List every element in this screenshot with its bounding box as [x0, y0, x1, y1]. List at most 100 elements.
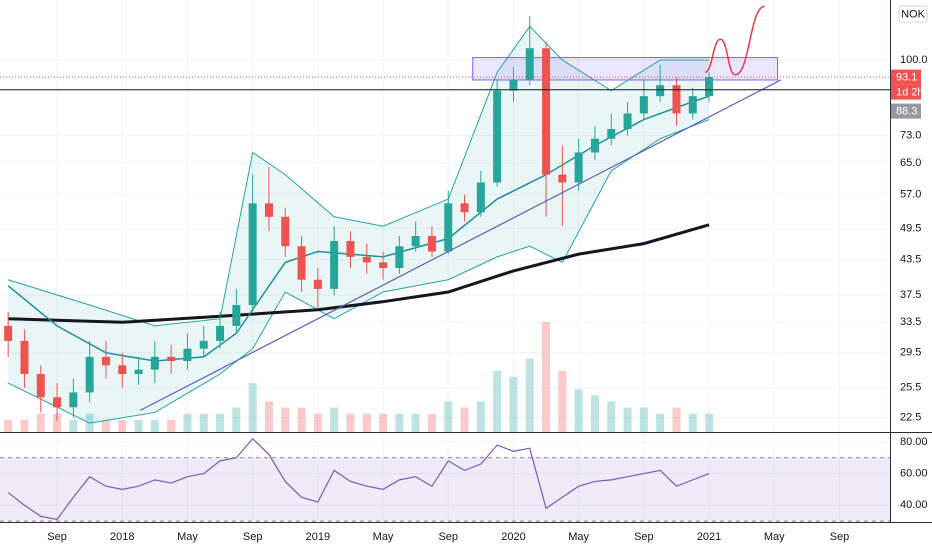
- volume-bar: [297, 407, 306, 432]
- volume-bar: [558, 370, 567, 432]
- candle-body: [216, 325, 225, 341]
- volume-bar: [199, 413, 208, 432]
- candle-body: [542, 48, 551, 175]
- x-tick-label: Sep: [243, 531, 263, 543]
- x-tick-label: Sep: [47, 531, 67, 543]
- y-tick-label: 22.5: [900, 412, 921, 424]
- volume-bar: [656, 413, 665, 432]
- volume-bar: [672, 407, 681, 432]
- moving-average: [8, 223, 710, 324]
- candle-body: [346, 241, 355, 257]
- volume-bar: [395, 413, 404, 432]
- last-price-label-box: [891, 69, 921, 85]
- y-tick-label: 65.0: [900, 157, 921, 169]
- rsi-pane: [0, 433, 890, 522]
- band-line: [7, 119, 710, 424]
- x-tick-label: Sep: [634, 531, 654, 543]
- volume-bar: [69, 419, 78, 432]
- candle-body: [4, 325, 13, 341]
- volume-bar: [460, 407, 469, 432]
- countdown-label-box: [891, 84, 921, 100]
- candle-body: [330, 241, 339, 289]
- volume-bar: [639, 407, 648, 432]
- volume-bar: [525, 358, 534, 432]
- volume-bar: [379, 413, 388, 432]
- volume-bar: [36, 413, 45, 432]
- volume-bar: [313, 413, 322, 432]
- y-tick-label: 43.5: [900, 254, 921, 266]
- volume-bar: [705, 413, 714, 432]
- volume-bar: [248, 383, 257, 432]
- volume-bar: [20, 419, 29, 432]
- volume-bar: [330, 407, 339, 432]
- candle-body: [362, 256, 371, 263]
- candle-body: [607, 128, 616, 139]
- currency-box: [898, 5, 928, 23]
- rsi-tick-label: 60.00: [900, 467, 928, 479]
- candle-body: [444, 203, 453, 252]
- candle-body: [395, 246, 404, 269]
- volume-bar: [346, 413, 355, 432]
- candle-body: [53, 397, 62, 408]
- band-fill: [8, 26, 710, 424]
- volume-bar: [281, 407, 290, 432]
- candle-body: [688, 96, 697, 114]
- candle-body: [493, 90, 502, 183]
- volume-bar: [574, 389, 583, 432]
- candle-body: [379, 262, 388, 269]
- volume-bar: [4, 419, 13, 432]
- y-tick-label: 33.5: [900, 316, 921, 328]
- candle-body: [281, 216, 290, 247]
- candle-body: [427, 235, 436, 252]
- candle-body: [150, 356, 159, 370]
- volume-bar: [216, 413, 225, 432]
- candle-body: [509, 79, 518, 91]
- hline-label-box: [891, 103, 921, 119]
- x-tick-label: Sep: [830, 531, 850, 543]
- candle-body: [574, 152, 583, 183]
- candle-body: [183, 348, 192, 362]
- x-tick-label: May: [373, 531, 394, 543]
- hline-label: 88.3: [896, 106, 917, 118]
- axes: Sep 2018 May Sep 2019 May Sep 2020 May Sep 2021 May…: [47, 54, 927, 543]
- candle-body: [20, 340, 29, 374]
- volume-bar: [444, 401, 453, 432]
- candle-body: [134, 369, 143, 374]
- volume-bar: [53, 413, 62, 432]
- countdown-label: 1d 2h: [896, 87, 924, 99]
- candle-body: [248, 203, 257, 305]
- y-tick-label: 73.0: [900, 129, 921, 141]
- candle-body: [232, 304, 241, 326]
- last-price-label: 93.1: [896, 72, 917, 84]
- volume-bar: [688, 413, 697, 432]
- candle-body: [36, 373, 45, 398]
- x-tick-label: 2020: [501, 531, 525, 543]
- rsi-tick-label: 40.00: [900, 499, 928, 511]
- volume-bar: [493, 370, 502, 432]
- zone: [472, 57, 779, 81]
- volume-bar: [167, 419, 176, 432]
- x-tick-label: May: [177, 531, 198, 543]
- volume-bar: [183, 413, 192, 432]
- x-tick-label: Sep: [438, 531, 458, 543]
- y-tick-label: 37.5: [900, 289, 921, 301]
- volume-bar: [607, 401, 616, 432]
- rsi-band: [0, 457, 890, 522]
- candle-body: [656, 85, 665, 97]
- candle-body: [313, 279, 322, 289]
- y-tick-label: 49.5: [900, 223, 921, 235]
- x-tick-label: May: [568, 531, 589, 543]
- candle-body: [264, 203, 273, 217]
- volume-bar: [590, 395, 599, 432]
- candle-body: [705, 77, 714, 97]
- trendline: [139, 79, 782, 411]
- y-tick-label: 57.0: [900, 189, 921, 201]
- volume-bar: [150, 419, 159, 432]
- volume-bar: [476, 401, 485, 432]
- candle-body: [460, 203, 469, 213]
- candle-body: [167, 356, 176, 362]
- candle-body: [639, 96, 648, 114]
- candle-body: [297, 246, 306, 280]
